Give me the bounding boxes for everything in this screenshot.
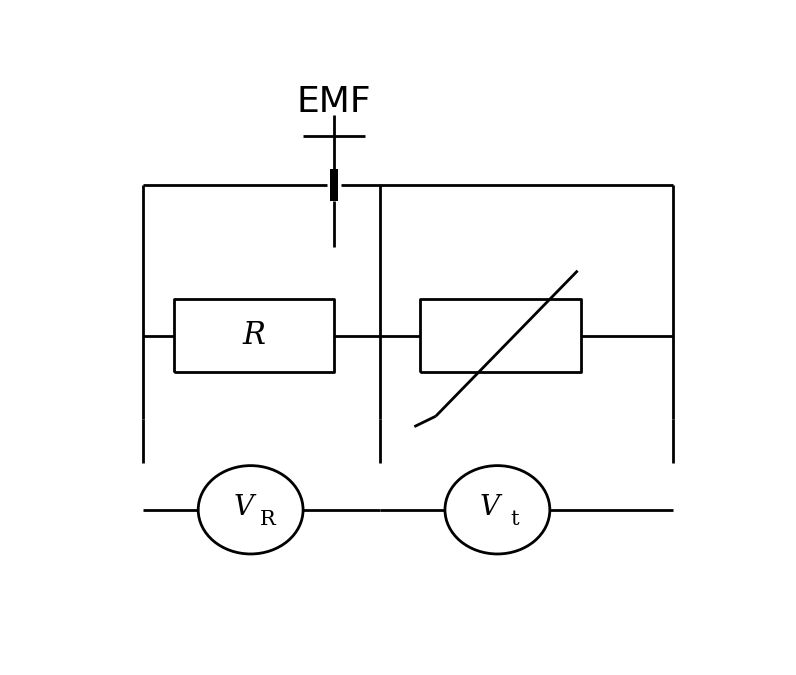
- Text: V: V: [233, 493, 253, 520]
- Text: EMF: EMF: [297, 85, 371, 119]
- Text: R: R: [260, 510, 275, 529]
- Text: R: R: [242, 320, 265, 351]
- FancyBboxPatch shape: [330, 169, 338, 200]
- Text: t: t: [510, 510, 519, 529]
- Text: V: V: [480, 493, 500, 520]
